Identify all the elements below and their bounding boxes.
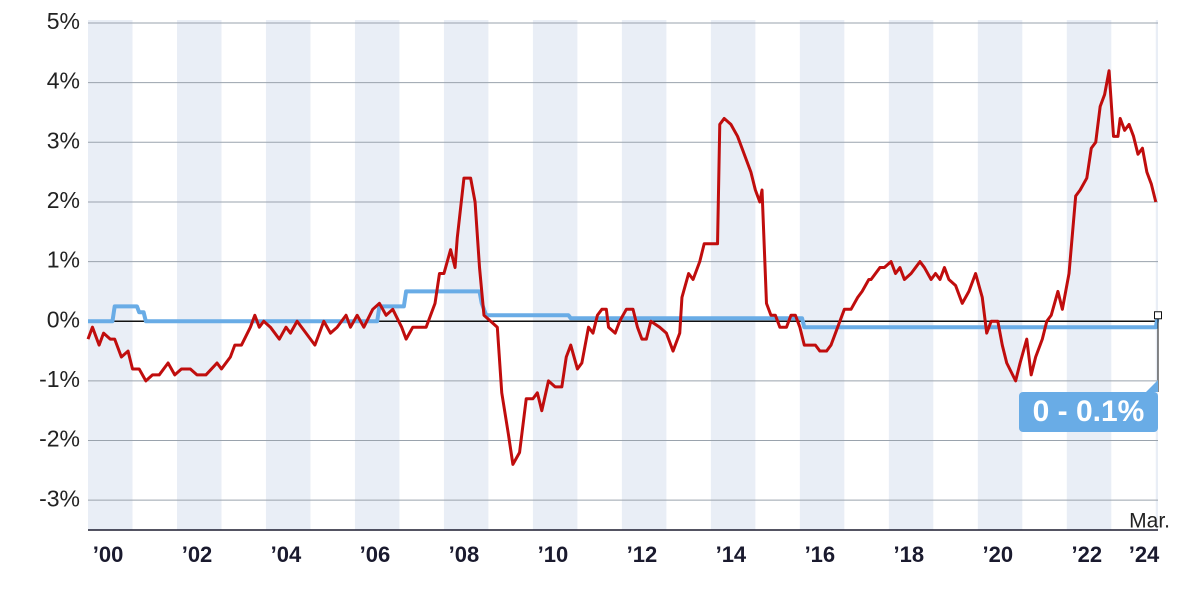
y-tick-label: 1% <box>47 247 80 273</box>
year-band <box>1066 20 1112 530</box>
year-band <box>176 20 222 530</box>
y-tick-label: 4% <box>47 68 80 94</box>
x-tick-label: ’20 <box>983 542 1014 567</box>
x-tick-label: ’06 <box>360 542 391 567</box>
year-band <box>265 20 311 530</box>
year-band <box>799 20 845 530</box>
y-tick-label: 0% <box>47 306 80 332</box>
year-band <box>443 20 489 530</box>
y-tick-label: 3% <box>47 127 80 153</box>
x-tick-label: ’16 <box>805 542 836 567</box>
callout-box <box>1019 392 1158 432</box>
month-note: Mar. <box>1129 510 1170 533</box>
x-tick-label: ’00 <box>93 542 124 567</box>
series-line <box>88 289 1160 330</box>
y-tick-label: 5% <box>47 8 80 34</box>
x-tick-label: ’04 <box>271 542 302 567</box>
y-tick-label: -3% <box>39 485 80 511</box>
year-band <box>621 20 667 530</box>
year-bands <box>88 20 1158 530</box>
year-band <box>88 20 133 530</box>
x-tick-label: ’18 <box>894 542 925 567</box>
year-band <box>977 20 1023 530</box>
x-tick-label: ’08 <box>449 542 480 567</box>
year-band <box>1155 20 1158 530</box>
year-band <box>532 20 578 530</box>
series-line <box>86 69 1158 466</box>
labels: ’00 ’02 ’04 ’06 ’08 ’10 ’12 ’14 ’16 ’18 ’20 ’22 ’24 5… <box>39 8 1170 567</box>
x-tick-label: ’02 <box>182 542 213 567</box>
y-tick-label: -2% <box>39 426 80 452</box>
year-band <box>354 20 400 530</box>
callout-pointer <box>1146 380 1158 392</box>
y-tick-label: 2% <box>47 187 80 213</box>
x-tick-label: ’10 <box>538 542 569 567</box>
x-tick-label: ’12 <box>627 542 658 567</box>
year-band <box>710 20 756 530</box>
last-point-marker <box>1154 311 1162 320</box>
y-tick-label: -1% <box>39 366 80 392</box>
x-tick-label: ’22 <box>1072 542 1103 567</box>
callout-label: 0 - 0.1% <box>1033 395 1145 428</box>
x-tick-label: ’24 <box>1129 542 1160 567</box>
lines <box>86 69 1160 466</box>
x-tick-label: ’14 <box>716 542 747 567</box>
